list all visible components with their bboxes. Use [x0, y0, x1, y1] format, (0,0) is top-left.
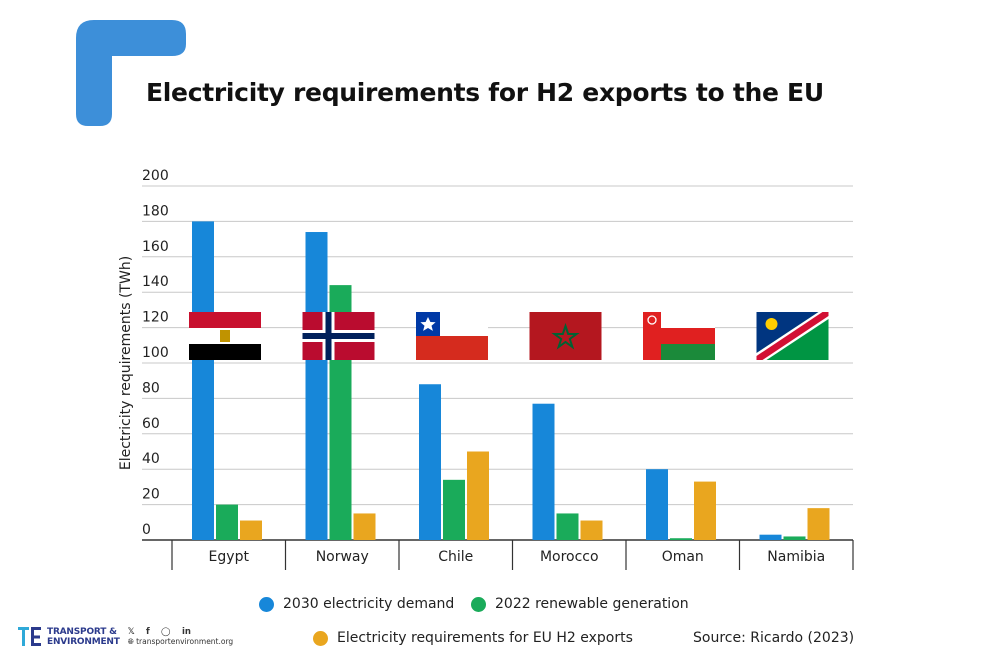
bar-namibia-demand — [759, 534, 782, 540]
y-tick-label: 120 — [142, 310, 169, 326]
org-name-line1: TRANSPORT & — [47, 627, 117, 637]
morocco-flag-icon — [529, 312, 602, 360]
bar-namibia-exports — [807, 508, 830, 540]
bar-morocco-renewable — [556, 513, 579, 540]
bar-norway-demand — [305, 232, 328, 540]
legend-label-demand: 2030 electricity demand — [283, 596, 455, 612]
y-tick-label: 60 — [142, 416, 160, 432]
y-axis-title: Electricity requirements (TWh) — [118, 256, 134, 470]
norway-flag-icon — [302, 312, 375, 360]
bar-oman-demand — [646, 469, 668, 540]
y-tick-label: 80 — [142, 380, 160, 396]
legend-item-demand: 2030 electricity demand — [259, 596, 454, 612]
website-link[interactable]: transportenvironment.org — [136, 637, 234, 646]
chile-flag-icon — [416, 312, 488, 360]
legend-label-exports: Electricity requirements for EU H2 expor… — [337, 630, 633, 646]
legend-item-exports: Electricity requirements for EU H2 expor… — [313, 630, 633, 646]
bar-chile-exports — [467, 451, 489, 540]
te-logo-icon — [18, 627, 41, 646]
bar-morocco-demand — [532, 403, 555, 540]
legend-label-renewable: 2022 renewable generation — [495, 596, 689, 612]
bar-egypt-demand — [192, 221, 214, 540]
bar-oman-renewable — [670, 538, 692, 540]
x-tick-label: Morocco — [540, 549, 599, 565]
y-tick-label: 160 — [142, 239, 169, 255]
oman-flag-icon — [643, 312, 715, 360]
x-tick-label: Namibia — [767, 549, 825, 565]
facebook-icon[interactable]: f — [145, 627, 150, 637]
namibia-flag-icon — [756, 312, 829, 360]
bar-oman-exports — [694, 481, 716, 540]
x-tick-label: Norway — [316, 549, 369, 565]
bar-chile-renewable — [443, 479, 465, 540]
x-tick-label: Chile — [438, 549, 473, 565]
chart-title: Electricity requirements for H2 exports … — [146, 78, 824, 107]
legend-swatch-demand — [259, 596, 274, 612]
bar-norway-exports — [353, 513, 376, 540]
brand-logo-shape — [76, 20, 186, 126]
x-tick-label: Oman — [662, 549, 704, 565]
globe-icon: 🌐︎ — [127, 637, 134, 646]
bar-chile-demand — [419, 384, 441, 540]
legend-swatch-exports — [313, 630, 328, 646]
linkedin-icon[interactable]: in — [181, 627, 191, 637]
y-tick-label: 40 — [142, 451, 160, 467]
org-name-line2: ENVIRONMENT — [47, 637, 120, 647]
egypt-flag-icon — [189, 312, 261, 360]
source-note: Source: Ricardo (2023) — [693, 630, 855, 646]
x-tick-label: Egypt — [209, 549, 250, 565]
bar-egypt-renewable — [216, 504, 238, 540]
bar-morocco-exports — [580, 520, 603, 540]
y-tick-label: 100 — [142, 345, 169, 361]
y-tick-label: 200 — [142, 168, 169, 184]
instagram-icon[interactable]: ◯ — [161, 627, 171, 637]
footer-brand: TRANSPORT & ENVIRONMENT 𝕏 f ◯ in 🌐︎ tran… — [18, 626, 233, 648]
bar-egypt-exports — [240, 520, 262, 540]
y-tick-label: 20 — [142, 487, 160, 503]
y-tick-label: 0 — [142, 522, 151, 538]
legend-item-renewable: 2022 renewable generation — [471, 596, 689, 612]
y-tick-label: 180 — [142, 203, 169, 219]
legend-swatch-renewable — [471, 596, 486, 612]
twitter-icon[interactable]: 𝕏 — [127, 627, 135, 637]
y-tick-label: 140 — [142, 274, 169, 290]
bar-namibia-renewable — [783, 536, 806, 540]
